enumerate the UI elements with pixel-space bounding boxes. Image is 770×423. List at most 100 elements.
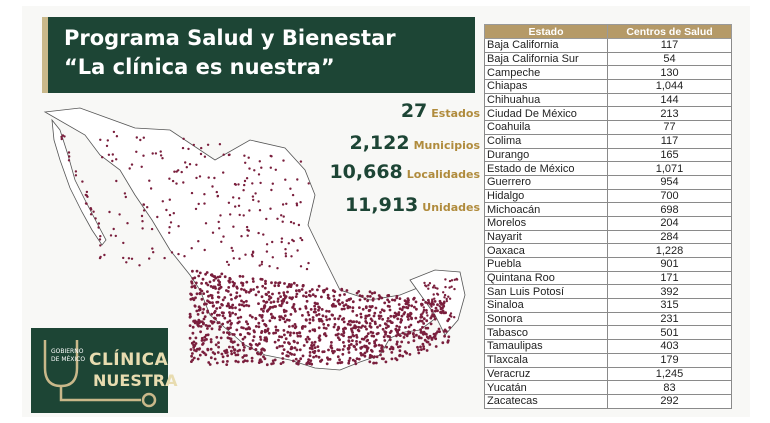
clinic-dot <box>434 332 438 335</box>
clinic-dot <box>372 355 376 359</box>
clinic-dot <box>274 281 277 285</box>
clinic-dot <box>259 181 262 185</box>
cell-estado: Nayarit <box>484 229 608 245</box>
clinic-dot <box>287 318 291 322</box>
clinic-dot <box>246 331 250 335</box>
clinic-dot <box>215 307 219 310</box>
clinic-dot <box>123 192 127 195</box>
clinic-dot <box>307 261 310 265</box>
clinic-dot <box>191 297 195 300</box>
clinic-dot <box>223 316 227 320</box>
clinic-dot <box>281 357 285 360</box>
clinic-dot <box>434 306 438 310</box>
clinic-dot <box>194 342 198 345</box>
clinic-dot <box>295 331 299 335</box>
clinic-dot <box>128 167 131 170</box>
clinic-dot <box>67 151 71 154</box>
clinic-dot <box>241 275 245 278</box>
clinic-dot <box>311 328 315 332</box>
clinic-dot <box>260 307 263 311</box>
clinic-dot <box>265 243 269 246</box>
clinic-dot <box>273 316 277 320</box>
clinic-dot <box>257 361 261 364</box>
clinic-dot <box>197 347 201 351</box>
clinic-dot <box>99 244 102 247</box>
clinic-dot <box>281 316 285 320</box>
clinic-dot <box>283 333 286 337</box>
clinic-dot <box>332 325 336 329</box>
clinic-dot <box>281 344 284 348</box>
clinic-dot <box>177 225 180 228</box>
clinic-dot <box>431 286 435 289</box>
clinic-dot <box>450 279 454 282</box>
clinic-dot <box>171 179 175 183</box>
clinic-dot <box>246 322 250 326</box>
clinic-dot <box>190 341 194 345</box>
cell-centros: 901 <box>607 257 732 272</box>
clinic-dot <box>237 197 241 200</box>
clinic-dot <box>190 281 194 285</box>
clinic-dot <box>74 174 78 177</box>
clinic-dot <box>218 286 222 290</box>
clinic-dot <box>278 315 281 319</box>
clinic-dot <box>208 301 212 304</box>
clinic-dot <box>328 317 331 321</box>
clinic-dot <box>276 300 280 303</box>
clinic-dot <box>218 306 222 309</box>
clinic-dot <box>379 353 382 357</box>
clinic-dot <box>432 293 435 296</box>
clinic-dot <box>207 294 210 298</box>
clinic-dot <box>269 166 272 169</box>
stat-estados: 27 Estados <box>401 100 480 122</box>
clinic-dot <box>310 347 314 351</box>
clinic-dot <box>231 303 235 307</box>
clinic-dot <box>211 185 214 188</box>
clinic-dot <box>265 363 269 367</box>
clinic-dot <box>107 153 111 156</box>
clinic-dot <box>200 146 203 150</box>
clinic-dot <box>295 292 299 296</box>
clinic-dot <box>426 340 430 344</box>
clinic-dot <box>282 159 285 162</box>
clinic-dot <box>441 341 445 345</box>
clinic-dot <box>67 159 71 162</box>
clinic-dot <box>211 351 215 354</box>
clinic-dot <box>288 351 292 355</box>
clinic-dot <box>314 354 318 358</box>
clinic-dot <box>278 344 282 348</box>
table-row: Baja California Sur 54 <box>484 51 732 67</box>
clinic-dot <box>284 337 288 341</box>
clinic-dot <box>231 311 235 315</box>
table-row: Sinaloa 315 <box>484 298 732 313</box>
clinic-dot <box>231 345 235 349</box>
clinic-dot <box>363 297 367 301</box>
clinic-dot <box>206 290 209 293</box>
clinic-dot <box>245 280 249 284</box>
clinic-dot <box>443 300 446 303</box>
clinic-dot <box>195 176 198 180</box>
clinic-dot <box>221 360 225 364</box>
clinic-dot <box>364 320 368 323</box>
clinic-dot <box>393 311 397 315</box>
clinic-dot <box>393 298 397 302</box>
clinic-dot <box>60 135 63 139</box>
clinic-dot <box>342 341 345 344</box>
clinic-dot <box>348 356 352 360</box>
clinic-dot <box>425 285 428 288</box>
clinic-dot <box>289 313 293 316</box>
clinic-dot <box>321 350 325 354</box>
clinic-dot <box>391 298 394 302</box>
clinic-dot <box>341 301 344 304</box>
clinic-dot <box>247 304 251 308</box>
clinic-dot <box>200 336 204 340</box>
clinic-dot <box>349 323 352 327</box>
clinic-dot <box>347 335 351 339</box>
clinic-dot <box>204 281 208 285</box>
cell-centros: 1,044 <box>607 79 732 94</box>
clinic-dot <box>249 288 253 292</box>
clinic-dot <box>298 348 302 352</box>
clinic-dot <box>387 294 391 297</box>
clinic-dot <box>347 361 351 365</box>
clinic-dot <box>197 274 201 278</box>
clinic-dot <box>388 338 392 342</box>
